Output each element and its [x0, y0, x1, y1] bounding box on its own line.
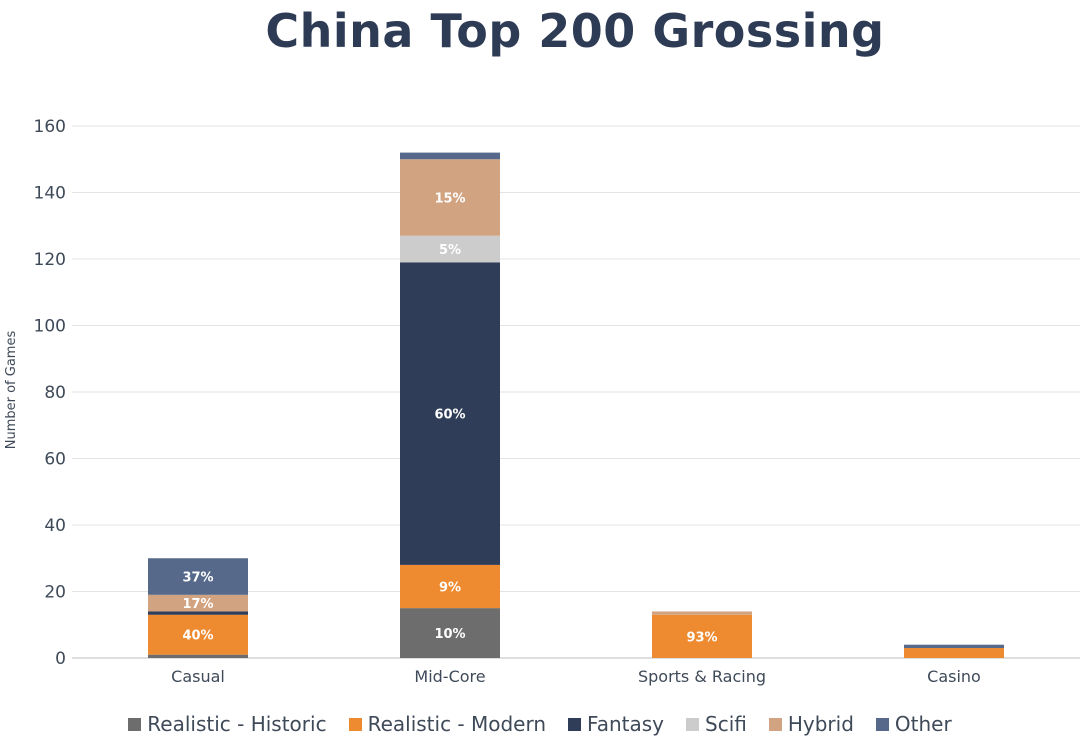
- legend-item: Fantasy: [568, 712, 664, 736]
- legend-item: Scifi: [686, 712, 747, 736]
- x-category-label: Sports & Racing: [638, 667, 766, 686]
- bar-segment: [400, 152, 500, 160]
- legend-label: Fantasy: [587, 712, 664, 736]
- legend-item: Realistic - Historic: [128, 712, 327, 736]
- bar-segment: [148, 611, 248, 615]
- bars: [148, 152, 1004, 658]
- y-tick-label: 0: [55, 649, 66, 669]
- legend-item: Other: [875, 712, 952, 736]
- data-label: 60%: [434, 408, 465, 423]
- legend-item: Hybrid: [768, 712, 854, 736]
- legend-swatch: [568, 717, 582, 731]
- bar-segment: [400, 564, 500, 609]
- bar-segment: [652, 614, 752, 658]
- y-tick-label: 40: [44, 516, 66, 536]
- y-tick-label: 160: [34, 117, 66, 137]
- data-labels: 40% 17% 37% 10% 9% 60% 5% 15% 93%: [182, 191, 717, 645]
- bar-segment: [148, 594, 248, 612]
- x-category-label: Casino: [927, 667, 981, 686]
- legend-item: Realistic - Modern: [348, 712, 547, 736]
- legend-label: Realistic - Modern: [367, 712, 547, 736]
- y-tick-label: 20: [44, 583, 66, 603]
- legend-swatch: [875, 717, 889, 731]
- data-label: 37%: [182, 571, 213, 586]
- stacked-bar-chart: 0 20 40 60 80 100 120 140 160 40% 17% 37% 10% 9% 60% 5…: [4, 117, 1080, 686]
- y-tick-label: 60: [44, 450, 66, 470]
- legend-label: Other: [894, 712, 952, 736]
- legend-swatch: [128, 717, 142, 731]
- bar-segment: [148, 558, 248, 595]
- data-label: 40%: [182, 629, 213, 644]
- legend-label: Scifi: [705, 712, 747, 736]
- legend-swatch: [348, 717, 362, 731]
- data-label: 93%: [686, 630, 717, 645]
- y-tick-label: 80: [44, 383, 66, 403]
- x-axis-categories: Casual Mid-Core Sports & Racing Casino: [171, 667, 981, 686]
- bar-segment: [652, 611, 752, 615]
- bar-segment: [400, 159, 500, 236]
- x-category-label: Mid-Core: [414, 667, 485, 686]
- data-label: 17%: [182, 597, 213, 612]
- y-tick-label: 100: [34, 317, 66, 337]
- y-axis-label: Number of Games: [4, 331, 19, 450]
- y-axis-ticks: 0 20 40 60 80 100 120 140 160: [34, 117, 66, 669]
- data-label: 5%: [439, 243, 461, 258]
- bar-segment: [400, 262, 500, 565]
- bar-segment: [400, 608, 500, 658]
- bar-segment: [148, 654, 248, 658]
- y-tick-label: 120: [34, 250, 66, 270]
- data-label: 15%: [434, 191, 465, 206]
- legend-label: Realistic - Historic: [147, 712, 327, 736]
- legend-swatch: [686, 717, 699, 731]
- bar-segment: [904, 644, 1004, 649]
- x-category-label: Casual: [171, 667, 225, 686]
- bar-segment: [904, 648, 1004, 658]
- data-label: 9%: [439, 581, 461, 596]
- legend-swatch: [768, 717, 782, 731]
- y-tick-label: 140: [34, 184, 66, 204]
- bar-segment: [400, 235, 500, 263]
- chart-title: China Top 200 Grossing: [265, 4, 885, 58]
- bar-segment: [148, 614, 248, 655]
- data-label: 10%: [434, 627, 465, 642]
- legend: Realistic - Historic Realistic - Modern Fa…: [0, 712, 1080, 736]
- legend-label: Hybrid: [787, 712, 854, 736]
